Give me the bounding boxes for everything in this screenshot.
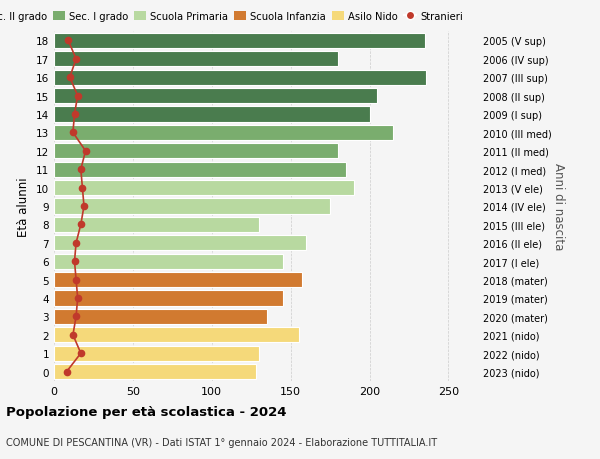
Bar: [54, 126, 393, 140]
Bar: [54, 291, 283, 306]
Bar: [54, 254, 283, 269]
Bar: [54, 144, 338, 159]
Y-axis label: Età alunni: Età alunni: [17, 177, 31, 236]
Bar: [54, 346, 259, 361]
Bar: [54, 199, 330, 214]
Bar: [54, 34, 425, 49]
Text: Popolazione per età scolastica - 2024: Popolazione per età scolastica - 2024: [6, 405, 287, 419]
Bar: [54, 218, 259, 232]
Bar: [54, 107, 370, 122]
Bar: [54, 273, 302, 287]
Bar: [54, 364, 256, 379]
Bar: [54, 236, 307, 251]
Y-axis label: Anni di nascita: Anni di nascita: [553, 163, 565, 250]
Bar: [54, 309, 267, 324]
Text: COMUNE DI PESCANTINA (VR) - Dati ISTAT 1° gennaio 2024 - Elaborazione TUTTITALIA: COMUNE DI PESCANTINA (VR) - Dati ISTAT 1…: [6, 437, 437, 447]
Bar: [54, 181, 354, 196]
Bar: [54, 89, 377, 104]
Bar: [54, 71, 427, 85]
Bar: [54, 328, 299, 342]
Bar: [54, 52, 338, 67]
Bar: [54, 162, 346, 177]
Legend: Sec. II grado, Sec. I grado, Scuola Primaria, Scuola Infanzia, Asilo Nido, Stran: Sec. II grado, Sec. I grado, Scuola Prim…: [0, 10, 464, 24]
